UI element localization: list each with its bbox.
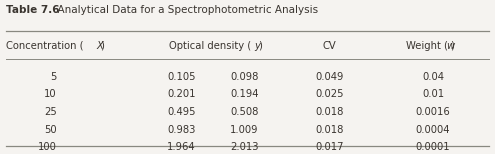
Text: Weight (: Weight ( xyxy=(406,41,447,51)
Text: 0.0004: 0.0004 xyxy=(416,125,450,135)
Text: 0.01: 0.01 xyxy=(422,89,444,99)
Text: 0.098: 0.098 xyxy=(230,72,258,82)
Text: 0.017: 0.017 xyxy=(315,142,344,152)
Text: 0.049: 0.049 xyxy=(315,72,344,82)
Text: 1.009: 1.009 xyxy=(230,125,259,135)
Text: 0.201: 0.201 xyxy=(167,89,196,99)
Text: Optical density (: Optical density ( xyxy=(169,41,251,51)
Text: X: X xyxy=(97,41,103,51)
Text: ): ) xyxy=(100,41,104,51)
Text: Analytical Data for a Spectrophotometric Analysis: Analytical Data for a Spectrophotometric… xyxy=(51,5,319,15)
Text: 0.018: 0.018 xyxy=(315,125,344,135)
Text: 2.013: 2.013 xyxy=(230,142,259,152)
Text: CV: CV xyxy=(322,41,336,51)
Text: 0.105: 0.105 xyxy=(167,72,196,82)
Text: 0.194: 0.194 xyxy=(230,89,259,99)
Text: y: y xyxy=(254,41,260,51)
Text: 100: 100 xyxy=(38,142,57,152)
Text: 1.964: 1.964 xyxy=(167,142,196,152)
Text: 0.04: 0.04 xyxy=(422,72,444,82)
Text: 0.983: 0.983 xyxy=(167,125,196,135)
Text: 0.0001: 0.0001 xyxy=(416,142,450,152)
Text: w: w xyxy=(446,41,454,51)
Text: 25: 25 xyxy=(44,107,57,117)
Text: 0.508: 0.508 xyxy=(230,107,258,117)
Text: 50: 50 xyxy=(44,125,57,135)
Text: 0.025: 0.025 xyxy=(315,89,344,99)
Text: ): ) xyxy=(450,41,454,51)
Text: 0.0016: 0.0016 xyxy=(416,107,450,117)
Text: 10: 10 xyxy=(44,89,57,99)
Text: 0.495: 0.495 xyxy=(167,107,196,117)
Text: Table 7.6: Table 7.6 xyxy=(6,5,59,15)
Text: Concentration (: Concentration ( xyxy=(6,41,84,51)
Text: 0.018: 0.018 xyxy=(315,107,344,117)
Text: ): ) xyxy=(258,41,262,51)
Text: 5: 5 xyxy=(50,72,57,82)
